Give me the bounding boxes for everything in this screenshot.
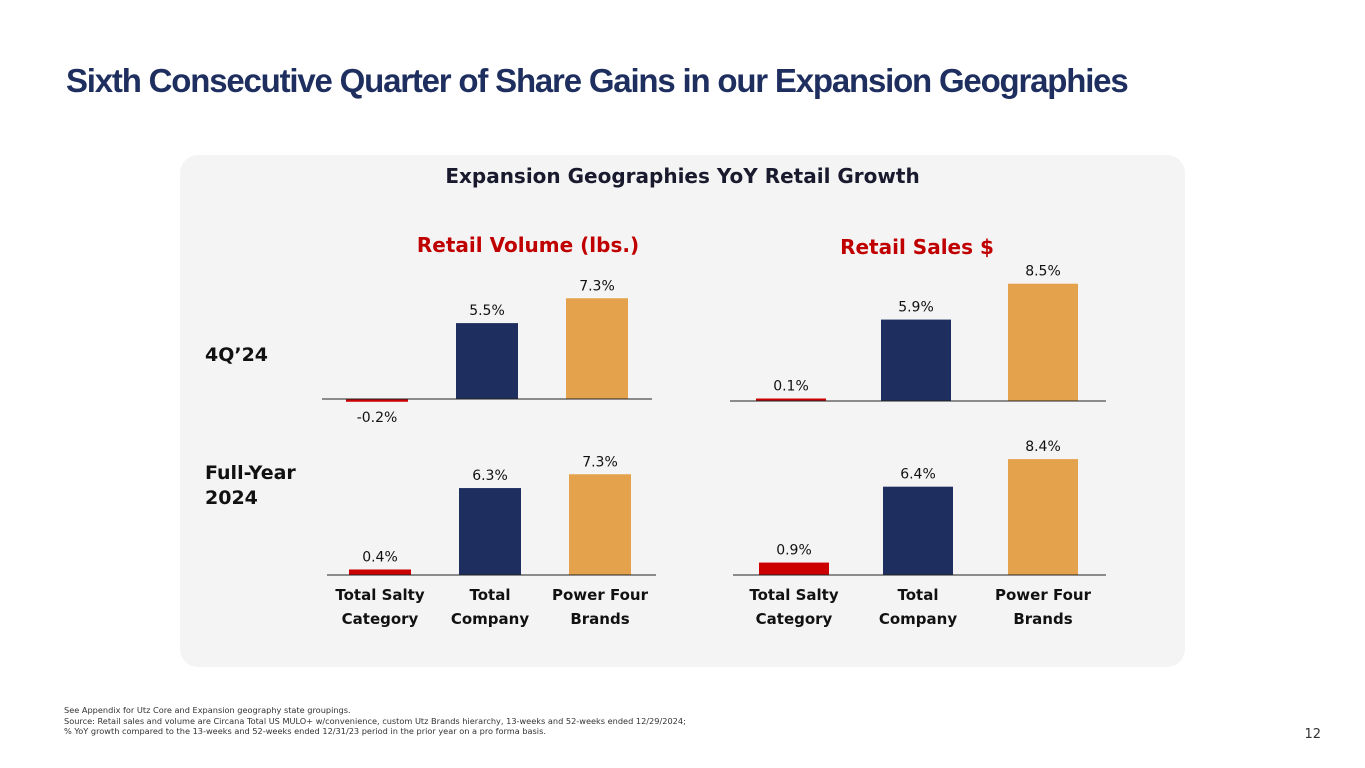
category-label: Total [470, 586, 511, 604]
bar [1008, 459, 1078, 575]
footnote-line: See Appendix for Utz Core and Expansion … [64, 705, 351, 715]
data-label: 7.3% [579, 278, 615, 294]
column-title-volume: Retail Volume (lbs.) [417, 233, 639, 257]
data-label: 5.9% [898, 300, 934, 316]
bar [566, 298, 628, 399]
data-label: 7.3% [582, 454, 618, 470]
category-label: Company [879, 610, 957, 628]
category-label: Category [342, 610, 419, 628]
category-label: Brands [1013, 610, 1072, 628]
data-label: 5.5% [469, 303, 505, 319]
data-label: 0.4% [362, 549, 398, 565]
footnote-line: Source: Retail sales and volume are Circ… [64, 715, 686, 726]
category-label: Total Salty [335, 586, 424, 604]
bar [459, 488, 521, 575]
bar [883, 486, 953, 575]
category-label: Total Salty [749, 586, 838, 604]
chart-panel [180, 155, 1185, 667]
bar [1008, 283, 1078, 401]
bar [756, 398, 826, 401]
bar [759, 562, 829, 575]
category-label: Power Four [995, 586, 1092, 604]
category-label: Company [451, 610, 529, 628]
footnote-line: % YoY growth compared to the 13-weeks an… [64, 726, 546, 736]
data-label: 0.9% [776, 543, 812, 559]
slide-title: Sixth Consecutive Quarter of Share Gains… [66, 62, 1129, 99]
data-label: 6.3% [472, 468, 508, 484]
row-label-full-year: Full-Year 2024 [205, 462, 296, 509]
page-number: 12 [1304, 727, 1321, 742]
bar [346, 399, 408, 402]
bar [881, 319, 951, 401]
bar [456, 323, 518, 399]
data-label: 8.4% [1025, 439, 1061, 455]
footnotes: See Appendix for Utz Core and Expansion … [64, 705, 686, 737]
column-title-sales: Retail Sales $ [840, 235, 994, 259]
data-label: 0.1% [773, 379, 809, 395]
category-label: Power Four [552, 586, 649, 604]
bar [569, 474, 631, 575]
category-label: Total [898, 586, 939, 604]
data-label: 8.5% [1025, 264, 1061, 280]
data-label: -0.2% [357, 410, 398, 426]
row-label-quarter: 4Q’24 [205, 344, 269, 366]
data-label: 6.4% [900, 467, 936, 483]
category-label: Category [756, 610, 833, 628]
panel-title: Expansion Geographies YoY Retail Growth [445, 164, 920, 188]
bar [349, 569, 411, 575]
category-label: Brands [570, 610, 629, 628]
